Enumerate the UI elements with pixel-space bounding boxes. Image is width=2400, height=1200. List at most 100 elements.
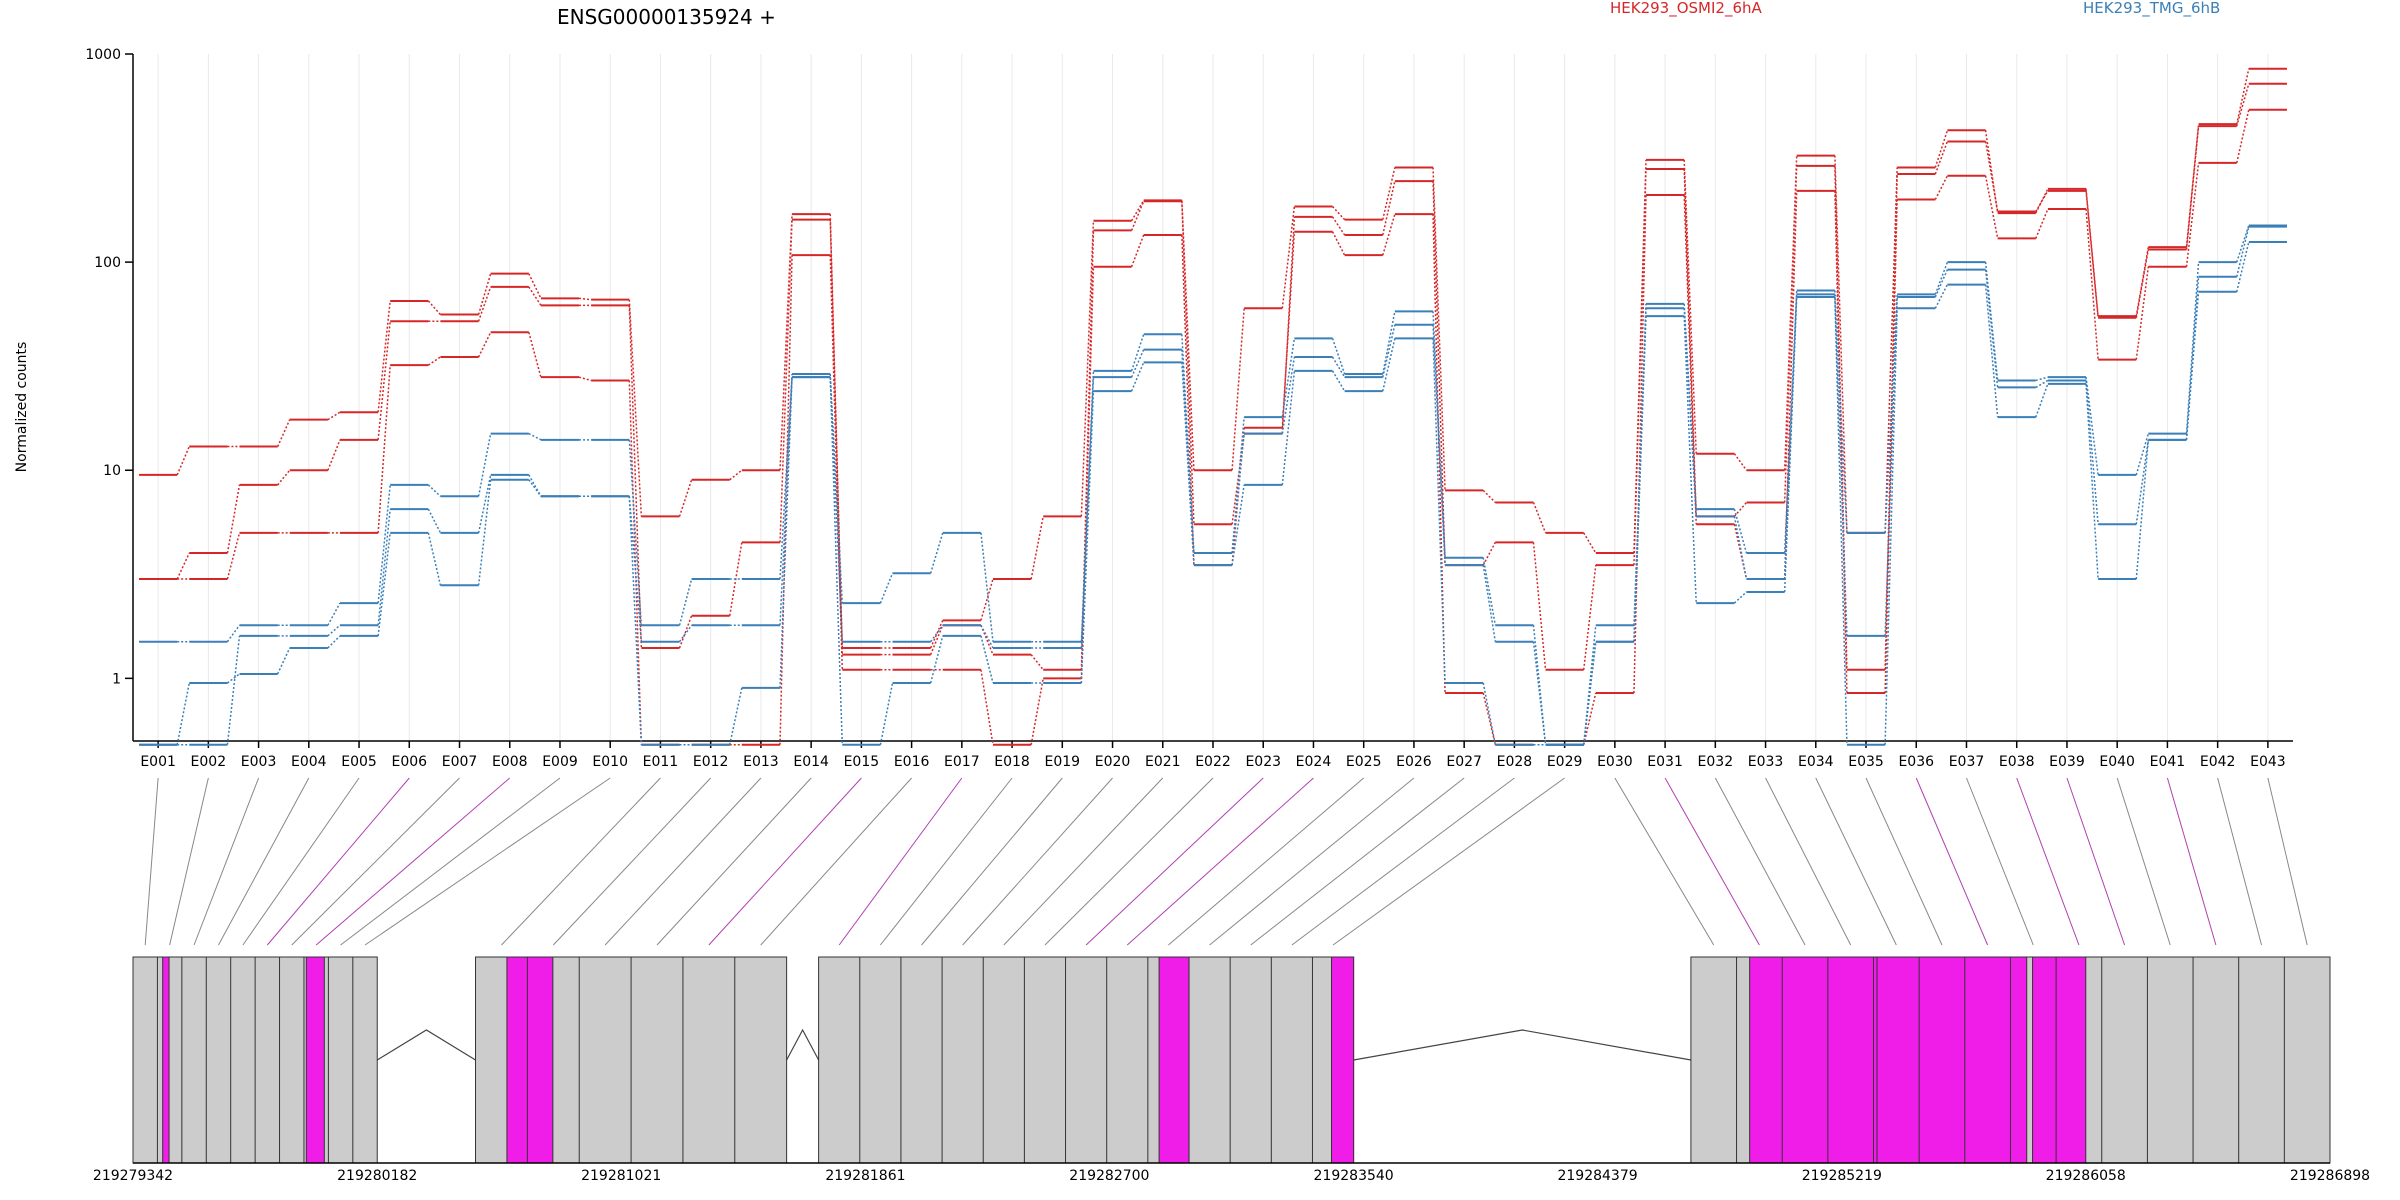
series-connector [1834,165,1848,670]
series-connector [729,469,743,481]
exon-connector [218,777,310,946]
series-connector [427,508,442,534]
series-connector [1683,159,1697,454]
series-connector [2185,262,2200,434]
series-connector [1482,542,1496,566]
series-connector [327,624,341,637]
highlighted-exon [305,956,325,1164]
series-connector [276,419,291,447]
series-connector [477,474,492,534]
series-connector [729,542,743,616]
series-connector [1934,175,1949,200]
x-tick-label: E026 [1396,754,1432,770]
series-connector [327,411,341,421]
series-connector [628,305,643,648]
exon-connector [604,777,762,946]
series-connector [1733,508,1748,554]
x-tick-label: E022 [1195,754,1231,770]
series-connector [2085,188,2099,317]
series-connector [980,635,994,684]
exon-block [818,956,1355,1164]
series-connector [427,300,441,316]
series-connector [226,635,241,745]
series-connector [1733,453,1748,471]
series-connector [1582,692,1597,745]
series-connector [1984,284,1999,418]
exon-connector [760,777,912,946]
series-connector [427,484,441,497]
coordinate-tick-label: 219286898 [2290,1168,2370,1184]
series-connector [1582,565,1597,670]
series-connector [1532,625,1547,745]
exon-connector [2267,777,2308,946]
series-connector [929,624,944,655]
series-connector [1984,175,1999,239]
exon-connector [1915,777,1989,946]
exon-connector [1765,777,1852,946]
x-tick-label: E016 [894,754,930,770]
x-tick-label: E019 [1045,754,1081,770]
x-tick-label: E031 [1647,754,1683,770]
series-connector [2236,225,2250,263]
series-connector [427,356,441,366]
series-connector [2085,377,2099,475]
series-6 [139,240,2287,746]
x-tick-label: E032 [1698,754,1734,770]
series-connector [1633,195,1647,694]
series-connector [1432,324,1446,566]
series-connector [226,673,240,684]
series-connector [477,433,492,497]
highlighted-exon [162,956,170,1164]
series-connector [1281,356,1296,434]
series-connector [226,484,241,554]
series-connector [1583,532,1597,554]
exon-connector [2016,777,2080,946]
x-tick-label: E025 [1346,754,1382,770]
x-tick-label: E003 [241,754,277,770]
x-tick-label: E028 [1497,754,1533,770]
exon-connector [1168,777,1365,946]
series-connector [2236,226,2250,277]
series-connector [1884,308,1898,745]
exon-connector [1044,777,1214,946]
series-connector [1231,433,1245,525]
series-connector [1683,308,1697,517]
x-tick-label: E037 [1949,754,1985,770]
series-connector [1482,565,1497,642]
x-tick-label: E021 [1145,754,1181,770]
series-connector [2085,190,2099,318]
series-connector [1332,206,1346,221]
series-connector [528,332,542,378]
x-tick-label: E012 [693,754,729,770]
series-connector [1130,349,1145,378]
exon-connector [921,777,1063,946]
series-connector [829,377,844,745]
series-connector [528,273,542,299]
series-connector [528,479,542,497]
series-connector [1281,370,1296,486]
series-connector [1532,502,1547,534]
x-tick-label: E009 [542,754,578,770]
series-connector [1683,195,1697,525]
gene-model [132,956,2331,1164]
y-axis: 1 10 100 1000 [85,47,134,741]
x-tick-label: E006 [391,754,427,770]
exon-connector [1250,777,1465,946]
series-connector [779,377,793,626]
series-connector [1231,433,1245,554]
intron-line [376,1029,476,1061]
series-connector [930,620,944,649]
series-connector [1683,169,1697,517]
series-connector [477,331,492,358]
series-connector [1733,591,1747,604]
series-connector [2135,439,2150,525]
series-connector [1080,391,1095,684]
series-connector [1130,199,1145,222]
series-connector [1783,155,1798,471]
series-connector [980,578,994,621]
exon-connector [315,777,511,946]
y-tick-label: 10 [103,463,121,479]
series-connector [477,273,492,315]
series-connector [1532,641,1547,745]
grid-layer [157,54,2269,741]
